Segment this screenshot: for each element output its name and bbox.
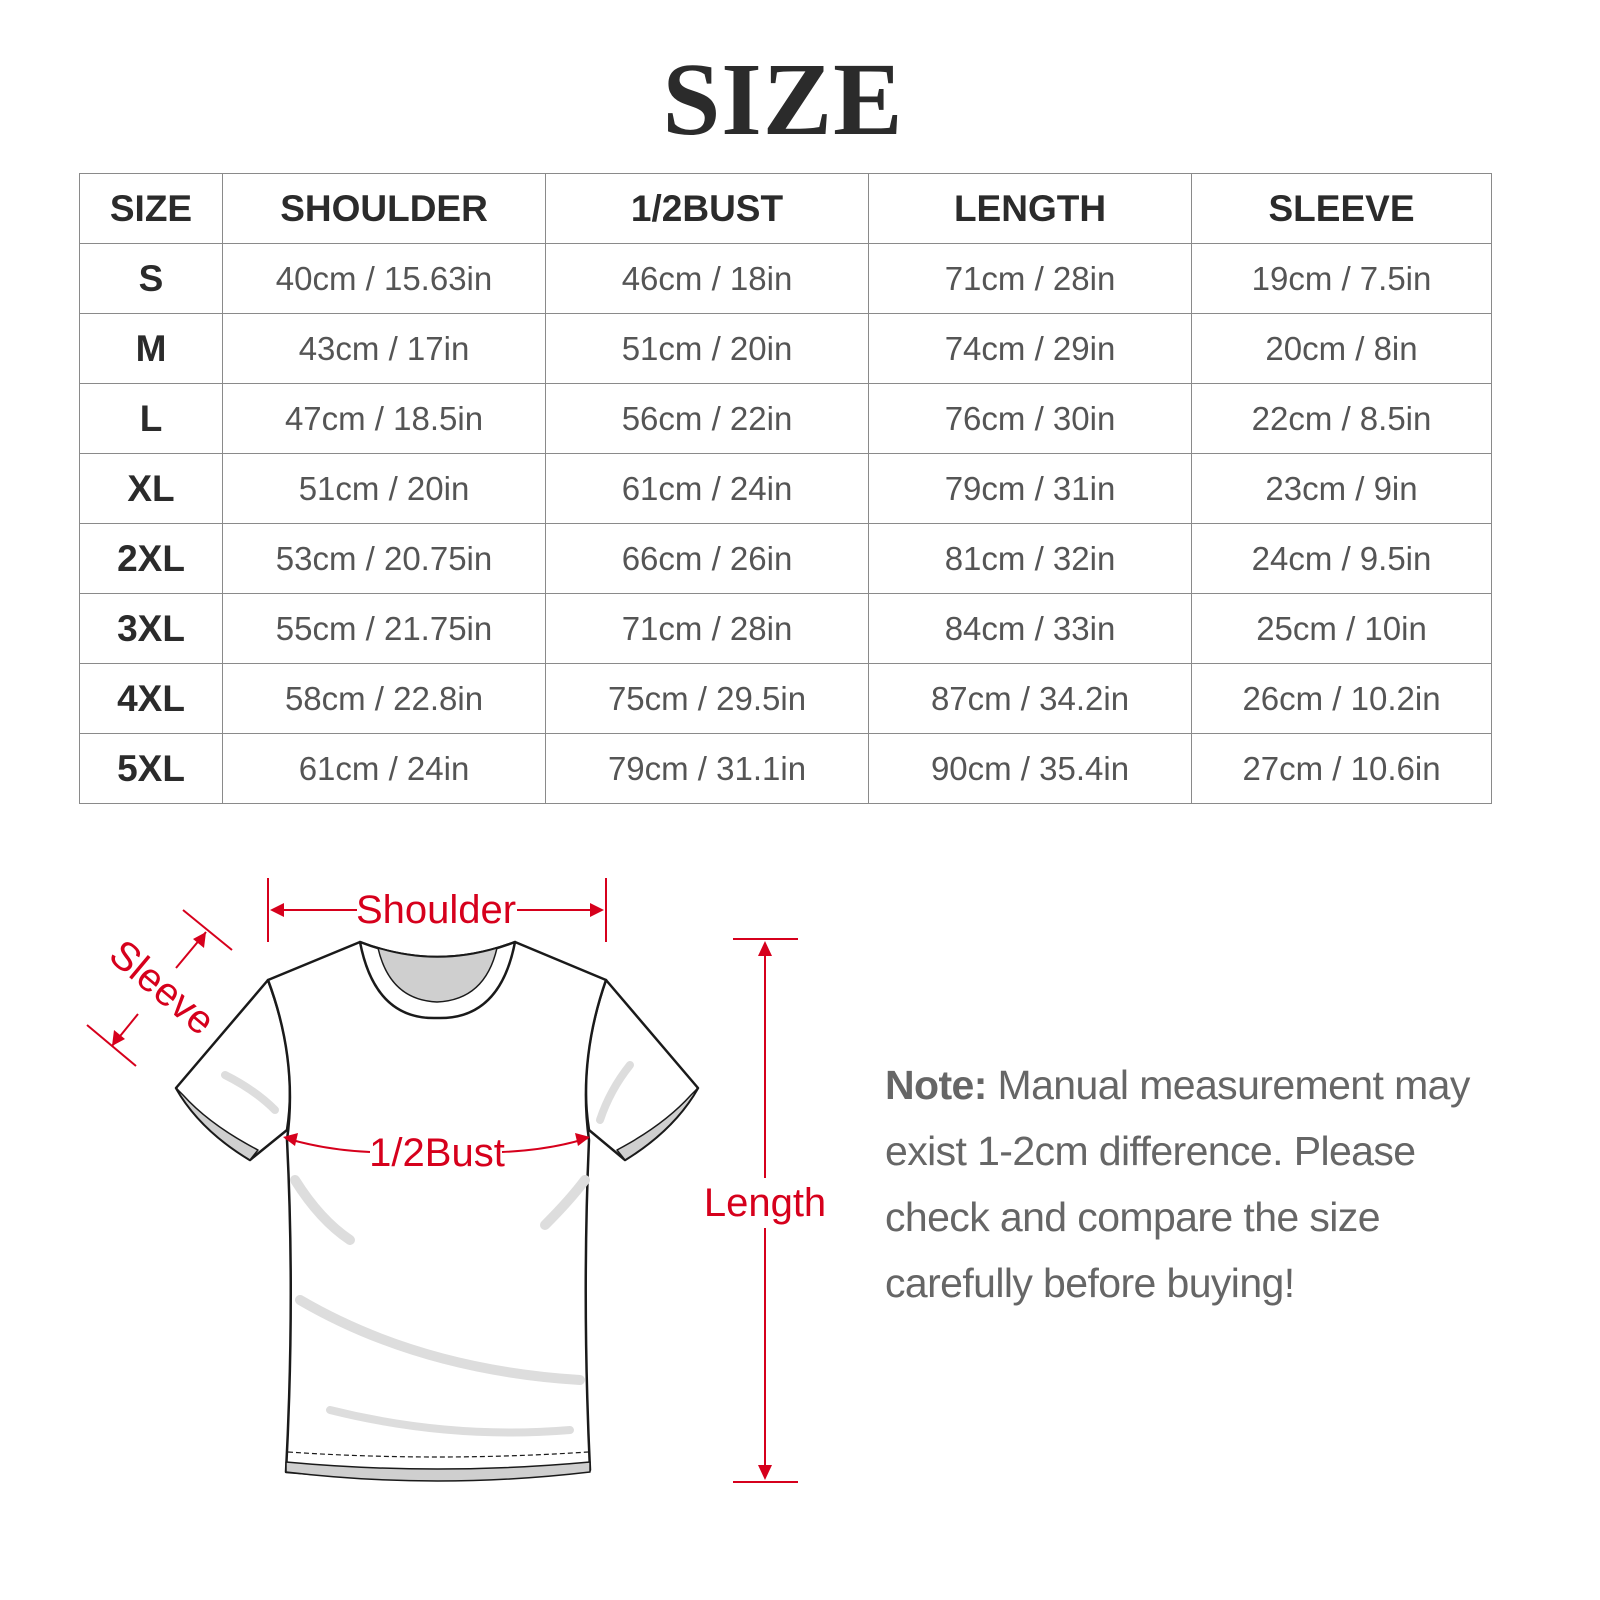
- note-text: Note: Manual measurement may exist 1-2cm…: [885, 1052, 1525, 1316]
- measurement-cell: 71cm / 28in: [868, 243, 1192, 314]
- measurement-cell: 46cm / 18in: [545, 243, 869, 314]
- measurement-cell: 61cm / 24in: [545, 453, 869, 524]
- measurement-cell: 84cm / 33in: [868, 593, 1192, 664]
- size-cell: 5XL: [79, 733, 223, 804]
- measurement-cell: 25cm / 10in: [1191, 593, 1492, 664]
- size-cell: 3XL: [79, 593, 223, 664]
- table-row: 2XL 53cm / 20.75in 66cm / 26in 81cm / 32in 2…: [79, 523, 1492, 594]
- table-row: 5XL 61cm / 24in 79cm / 31.1in 90cm / 35.4in…: [79, 733, 1492, 804]
- note-label: Note:: [885, 1062, 987, 1108]
- measurement-cell: 19cm / 7.5in: [1191, 243, 1492, 314]
- size-cell: S: [79, 243, 223, 314]
- tshirt-icon: [174, 940, 700, 1482]
- column-header: SLEEVE: [1191, 173, 1492, 244]
- measurement-cell: 75cm / 29.5in: [545, 663, 869, 734]
- table-row: S 40cm / 15.63in 46cm / 18in 71cm / 28in 19c…: [79, 243, 1492, 314]
- measurement-cell: 40cm / 15.63in: [222, 243, 546, 314]
- shoulder-label: Shoulder: [356, 888, 516, 932]
- column-header: 1/2BUST: [545, 173, 869, 244]
- measurement-cell: 20cm / 8in: [1191, 313, 1492, 384]
- table-row: L 47cm / 18.5in 56cm / 22in 76cm / 30in 22cm…: [79, 383, 1492, 454]
- measurement-cell: 74cm / 29in: [868, 313, 1192, 384]
- bust-label: 1/2Bust: [369, 1131, 505, 1175]
- size-cell: XL: [79, 453, 223, 524]
- measurement-cell: 58cm / 22.8in: [222, 663, 546, 734]
- measurement-cell: 51cm / 20in: [222, 453, 546, 524]
- table-row: XL 51cm / 20in 61cm / 24in 79cm / 31in 23cm …: [79, 453, 1492, 524]
- column-header: SIZE: [79, 173, 223, 244]
- measurement-cell: 55cm / 21.75in: [222, 593, 546, 664]
- page-title: SIZE: [662, 42, 904, 157]
- measurement-cell: 24cm / 9.5in: [1191, 523, 1492, 594]
- measurement-cell: 81cm / 32in: [868, 523, 1192, 594]
- measurement-cell: 43cm / 17in: [222, 313, 546, 384]
- table-row: 4XL 58cm / 22.8in 75cm / 29.5in 87cm / 34.2…: [79, 663, 1492, 734]
- measurement-cell: 90cm / 35.4in: [868, 733, 1192, 804]
- size-cell: 4XL: [79, 663, 223, 734]
- measurement-cell: 76cm / 30in: [868, 383, 1192, 454]
- sleeve-label: Sleeve: [101, 932, 223, 1044]
- size-cell: L: [79, 383, 223, 454]
- table-header-row: SIZE SHOULDER 1/2BUST LENGTH SLEEVE: [79, 173, 1492, 244]
- measurement-cell: 66cm / 26in: [545, 523, 869, 594]
- measurement-cell: 27cm / 10.6in: [1191, 733, 1492, 804]
- table-row: 3XL 55cm / 21.75in 71cm / 28in 84cm / 33in 2…: [79, 593, 1492, 664]
- column-header: LENGTH: [868, 173, 1192, 244]
- measurement-cell: 51cm / 20in: [545, 313, 869, 384]
- measurement-cell: 26cm / 10.2in: [1191, 663, 1492, 734]
- measurement-annotations: [86, 878, 798, 1483]
- size-cell: M: [79, 313, 223, 384]
- measurement-cell: 23cm / 9in: [1191, 453, 1492, 524]
- measurement-cell: 79cm / 31.1in: [545, 733, 869, 804]
- size-table: SIZE SHOULDER 1/2BUST LENGTH SLEEVE S 40cm / …: [79, 173, 1492, 804]
- note-body: Manual measurement may exist 1-2cm diffe…: [885, 1062, 1470, 1306]
- measurement-cell: 22cm / 8.5in: [1191, 383, 1492, 454]
- measurement-cell: 61cm / 24in: [222, 733, 546, 804]
- measurement-cell: 56cm / 22in: [545, 383, 869, 454]
- length-label: Length: [704, 1181, 826, 1225]
- measurement-cell: 71cm / 28in: [545, 593, 869, 664]
- table-row: M 43cm / 17in 51cm / 20in 74cm / 29in 20cm /…: [79, 313, 1492, 384]
- measurement-cell: 53cm / 20.75in: [222, 523, 546, 594]
